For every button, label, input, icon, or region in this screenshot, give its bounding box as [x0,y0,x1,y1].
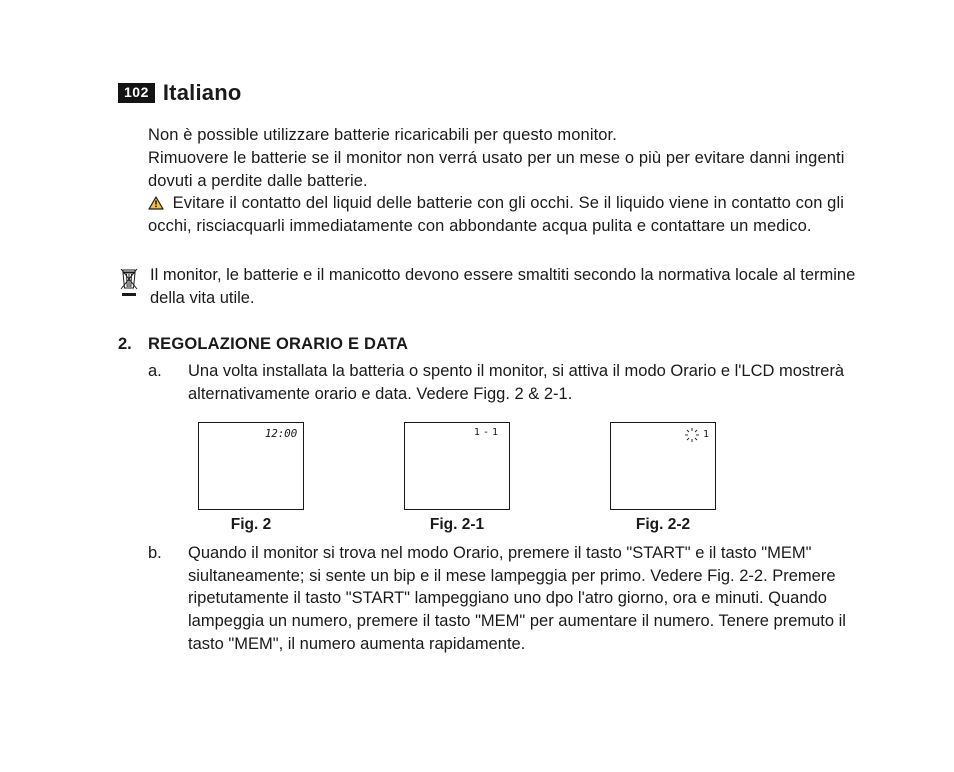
figure-2-2: 1 Fig. 2-2 [610,422,716,534]
lcd-day: 1 [492,427,501,438]
warning-text: Evitare il contatto del liquid delle bat… [148,194,844,235]
figure-2: 12:00 Fig. 2 [198,422,304,534]
list-item-b: b. Quando il monitor si trova nel modo O… [118,542,884,656]
lcd-box: 1 [610,422,716,510]
blink-rays-icon [685,428,699,442]
page-number-badge: 102 [118,83,155,102]
lcd-day: 1 [703,429,709,440]
language-title: Italiano [163,80,242,106]
lcd-display-time: 12:00 [265,427,297,440]
weee-bin-icon [118,266,140,298]
intro-line-2: Rimuovere le batterie se il monitor non … [148,147,884,193]
intro-line-1: Non è possible utilizzare batterie ricar… [148,124,884,147]
disposal-text: Il monitor, le batterie e il manicotto d… [150,264,884,310]
warning-triangle-icon [148,196,164,210]
lcd-box: 1-1 [404,422,510,510]
page: 102 Italiano Non è possible utilizzare b… [0,0,954,772]
page-header: 102 Italiano [118,80,884,106]
list-item-a: a. Una volta installata la batteria o sp… [118,360,884,406]
figure-caption: Fig. 2 [231,516,271,534]
list-text: Quando il monitor si trova nel modo Orar… [188,542,884,656]
section-number: 2. [118,335,148,354]
list-letter: b. [118,542,188,656]
lcd-month: 1- [474,427,492,438]
figure-2-1: 1-1 Fig. 2-1 [404,422,510,534]
figure-caption: Fig. 2-2 [636,516,690,534]
intro-block: Non è possible utilizzare batterie ricar… [118,124,884,238]
disposal-block: Il monitor, le batterie e il manicotto d… [118,264,884,310]
list-letter: a. [118,360,188,406]
lcd-box: 12:00 [198,422,304,510]
section-title: REGOLAZIONE ORARIO E DATA [148,335,408,354]
figures-row: 12:00 Fig. 2 1-1 Fig. 2-1 [198,422,884,534]
lcd-display-blink: 1 [685,428,709,442]
section-heading: 2. REGOLAZIONE ORARIO E DATA [118,335,884,354]
figure-caption: Fig. 2-1 [430,516,484,534]
lcd-display-date: 1-1 [474,427,501,438]
list-text: Una volta installata la batteria o spent… [188,360,884,406]
instruction-list: a. Una volta installata la batteria o sp… [118,360,884,655]
warning-paragraph: Evitare il contatto del liquid delle bat… [148,192,884,238]
